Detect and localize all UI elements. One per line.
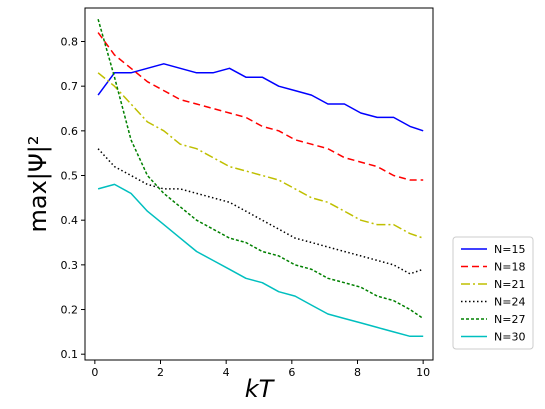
series-line-4	[97, 18, 424, 320]
x-tick-label-2: 4	[223, 366, 230, 379]
series-line-2	[97, 72, 424, 239]
x-tick-label-1: 2	[157, 366, 164, 379]
x-tick-label-3: 6	[288, 366, 295, 379]
y-tick-label-4: 0.5	[61, 170, 79, 183]
y-tick-label-5: 0.6	[61, 125, 79, 138]
x-tick-label-4: 8	[354, 366, 361, 379]
x-tick-label-0: 0	[91, 366, 98, 379]
plot-area	[84, 7, 434, 361]
y-tick-label-0: 0.1	[61, 348, 79, 361]
legend-label-5: N=30	[494, 331, 525, 344]
y-tick-label-2: 0.3	[61, 259, 79, 272]
series-layer	[97, 18, 424, 338]
series-line-0	[97, 63, 424, 132]
legend-label-1: N=18	[494, 261, 525, 274]
series-line-5	[97, 183, 424, 338]
legend-box	[452, 236, 534, 350]
series-line-1	[97, 32, 424, 181]
legend: N=15 N=18 N=21 N=24 N=27 N=30	[452, 236, 534, 350]
legend-label-2: N=21	[494, 278, 525, 291]
axes-layer: 0 2 4 6 8 10 0.1 0.2 0.3 0.4 0.5 0.6 0.7 0.8	[61, 36, 431, 379]
y-tick-label-6: 0.7	[61, 80, 79, 93]
legend-label-3: N=24	[494, 296, 525, 309]
legend-label-0: N=15	[494, 243, 525, 256]
y-tick-label-3: 0.4	[61, 214, 79, 227]
legend-label-4: N=27	[494, 313, 525, 326]
y-tick-label-1: 0.2	[61, 304, 79, 317]
x-tick-label-5: 10	[416, 366, 430, 379]
y-axis-label: max|Ψ|²	[24, 136, 52, 233]
x-axis-label: kT	[245, 375, 276, 403]
y-tick-label-7: 0.8	[61, 36, 79, 49]
series-line-3	[97, 148, 424, 275]
